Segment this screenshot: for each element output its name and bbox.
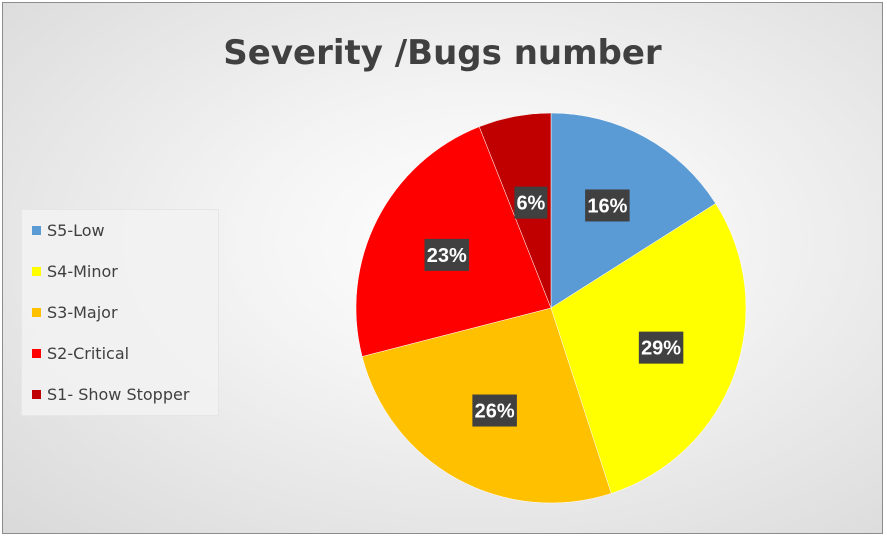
legend-label: S4-Minor — [47, 261, 118, 281]
data-label-text: 26% — [475, 401, 515, 423]
pie-slice-s5-low — [550, 112, 716, 309]
data-label-box — [472, 394, 517, 427]
legend-item: S3-Major — [32, 301, 118, 323]
legend-label: S1- Show Stopper — [47, 384, 190, 404]
legend-item: S1- Show Stopper — [32, 383, 189, 405]
legend-item: S2-Critical — [32, 342, 129, 364]
pie-chart: 16% 29% 26% 23% 6% — [355, 112, 747, 504]
legend-label: S3-Major — [47, 302, 118, 322]
legend-item: S4-Minor — [32, 260, 118, 282]
data-label: 23% — [424, 238, 470, 271]
data-label-box — [585, 189, 630, 222]
chart-legend: S5-Low S4-Minor S3-Major S2-Critical S1- Sho… — [21, 209, 219, 416]
legend-swatch — [32, 389, 41, 399]
data-label: 16% — [585, 189, 630, 222]
data-label-text: 29% — [641, 338, 681, 360]
data-label: 6% — [514, 186, 548, 219]
data-label-box — [424, 238, 470, 271]
data-label-text: 23% — [427, 245, 467, 267]
legend-label: S2-Critical — [47, 343, 130, 363]
legend-swatch — [32, 307, 41, 317]
legend-swatch — [32, 225, 41, 235]
legend-swatch — [32, 266, 41, 276]
data-label-box — [638, 331, 684, 364]
data-label: 26% — [472, 394, 517, 427]
legend-item: S5-Low — [32, 219, 105, 241]
chart-title: Severity /Bugs number — [223, 33, 662, 73]
legend-label: S5-Low — [47, 220, 105, 240]
data-label: 29% — [638, 331, 684, 364]
data-label-text: 16% — [587, 195, 627, 217]
legend-swatch — [32, 348, 41, 358]
data-label-text: 6% — [516, 193, 545, 215]
data-label-box — [514, 186, 548, 219]
